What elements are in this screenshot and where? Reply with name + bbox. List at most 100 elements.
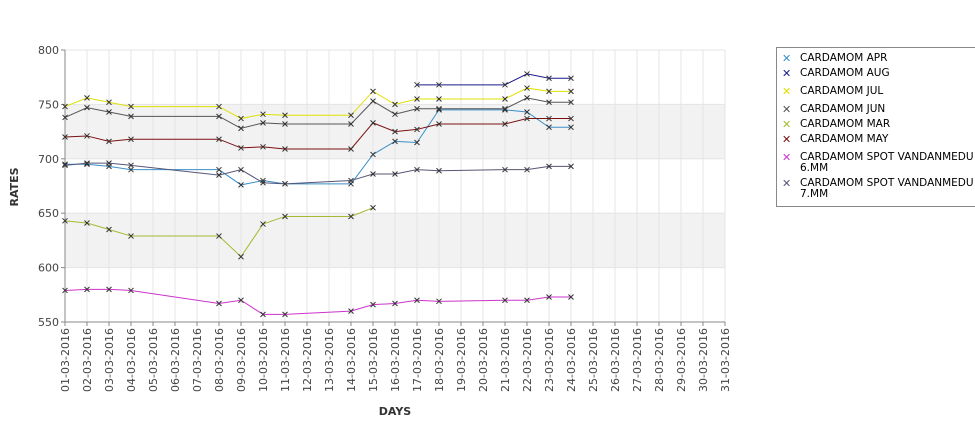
data-point-marker [84, 286, 90, 293]
x-tick-label: 30-03-2016 [697, 328, 710, 392]
data-point-marker [370, 151, 376, 158]
data-point-marker [128, 233, 134, 239]
legend-label: CARDAMOM JUL [800, 86, 975, 97]
data-point-marker [62, 114, 68, 121]
legend-marker-icon: ✕ [782, 177, 792, 190]
data-point-marker [414, 139, 420, 146]
data-point-marker [282, 112, 288, 119]
data-point-marker [568, 75, 574, 82]
data-point-marker [128, 103, 134, 110]
legend-label-line: CARDAMOM SPOT VANDANMEDU [800, 177, 974, 189]
data-point-marker [348, 121, 354, 127]
series-6 [62, 286, 574, 318]
x-tick-label: 12-03-2016 [301, 328, 314, 392]
data-point-marker [392, 171, 398, 177]
legend-label-line: CARDAMOM AUG [800, 67, 890, 79]
x-tick-label: 14-03-2016 [345, 328, 358, 392]
legend-label: CARDAMOM MAY [800, 134, 975, 145]
data-point-marker [238, 166, 244, 173]
legend-marker-icon: ✕ [782, 151, 792, 164]
data-point-marker [370, 171, 376, 177]
legend-label: CARDAMOM JUN [800, 104, 975, 115]
data-point-marker [436, 106, 442, 113]
data-point-marker [546, 88, 552, 95]
data-point-marker [414, 126, 420, 133]
data-point-marker [216, 136, 222, 143]
x-tick-label: 02-03-2016 [81, 328, 94, 392]
data-point-marker [84, 161, 90, 168]
legend-item: ✕ CARDAMOM MAR [777, 119, 975, 131]
data-point-marker [128, 162, 134, 169]
y-tick-labels: 550 600 650 700 750 800 [38, 44, 65, 329]
data-point-marker [502, 121, 508, 127]
data-point-marker [546, 294, 552, 300]
x-tick-label: 18-03-2016 [433, 328, 446, 392]
x-tick-label: 17-03-2016 [411, 328, 424, 392]
series-3 [62, 95, 574, 132]
legend-label: CARDAMOM SPOT VANDANMEDU 7.MM [800, 178, 975, 200]
data-point-marker [62, 161, 68, 168]
data-point-marker [502, 81, 508, 88]
series-line [64, 288, 571, 315]
data-point-marker [238, 115, 244, 122]
x-tick-label: 10-03-2016 [257, 328, 270, 392]
data-point-marker [436, 81, 442, 88]
data-point-marker [546, 99, 552, 106]
data-point-marker [260, 120, 266, 126]
x-tick-label: 07-03-2016 [191, 328, 204, 392]
series-line [64, 207, 374, 258]
legend-marker-icon: ✕ [782, 133, 792, 146]
data-point-marker [260, 179, 266, 186]
data-point-marker [546, 163, 552, 170]
x-tick-label: 11-03-2016 [279, 328, 292, 392]
data-point-marker [524, 297, 530, 304]
legend: ✕ CARDAMOM APR ✕ CARDAMOM AUG ✕ CARDAMOM JUL ✕… [776, 47, 975, 207]
legend-label: CARDAMOM SPOT VANDANMEDU 6.MM [800, 152, 975, 174]
data-point-marker [216, 113, 222, 120]
data-point-marker [502, 166, 508, 173]
data-point-marker [106, 286, 112, 293]
series-4 [62, 204, 376, 260]
x-tick-labels: 01-03-2016 02-03-2016 03-03-2016 04-03-2016… [59, 322, 732, 392]
legend-item: ✕ CARDAMOM AUG [777, 68, 975, 80]
legend-marker-icon: ✕ [782, 85, 792, 98]
data-point-marker [216, 300, 222, 307]
series-1 [414, 71, 574, 88]
x-tick-label: 20-03-2016 [477, 328, 490, 392]
y-axis-title: RATES [8, 167, 21, 206]
data-point-marker [128, 113, 134, 120]
series-lines [62, 71, 574, 318]
data-point-marker [436, 121, 442, 127]
x-tick-label: 31-03-2016 [719, 328, 732, 392]
data-point-marker [106, 226, 112, 233]
data-point-marker [392, 101, 398, 108]
data-point-marker [282, 146, 288, 152]
data-point-marker [238, 253, 244, 260]
series-2 [62, 85, 574, 122]
y-tick-label: 700 [38, 153, 59, 166]
x-tick-label: 09-03-2016 [235, 328, 248, 392]
data-point-marker [392, 128, 398, 135]
legend-label: CARDAMOM AUG [800, 68, 975, 79]
data-point-marker [282, 121, 288, 127]
series-5 [62, 115, 574, 152]
x-tick-label: 29-03-2016 [675, 328, 688, 392]
x-tick-label: 23-03-2016 [543, 328, 556, 392]
x-tick-label: 25-03-2016 [587, 328, 600, 392]
data-point-marker [524, 71, 530, 77]
data-point-marker [414, 166, 420, 173]
x-tick-label: 21-03-2016 [499, 328, 512, 392]
data-point-marker [106, 138, 112, 145]
data-point-marker [436, 96, 442, 102]
y-tick-label: 550 [38, 316, 59, 329]
data-point-marker [260, 143, 266, 150]
data-point-marker [370, 204, 376, 211]
data-point-marker [106, 99, 112, 106]
data-point-marker [62, 103, 68, 110]
data-point-marker [216, 166, 222, 173]
data-point-marker [414, 81, 420, 88]
data-point-marker [568, 124, 574, 131]
legend-label-line: CARDAMOM SPOT VANDANMEDU [800, 151, 974, 163]
y-tick-label: 650 [38, 207, 59, 220]
